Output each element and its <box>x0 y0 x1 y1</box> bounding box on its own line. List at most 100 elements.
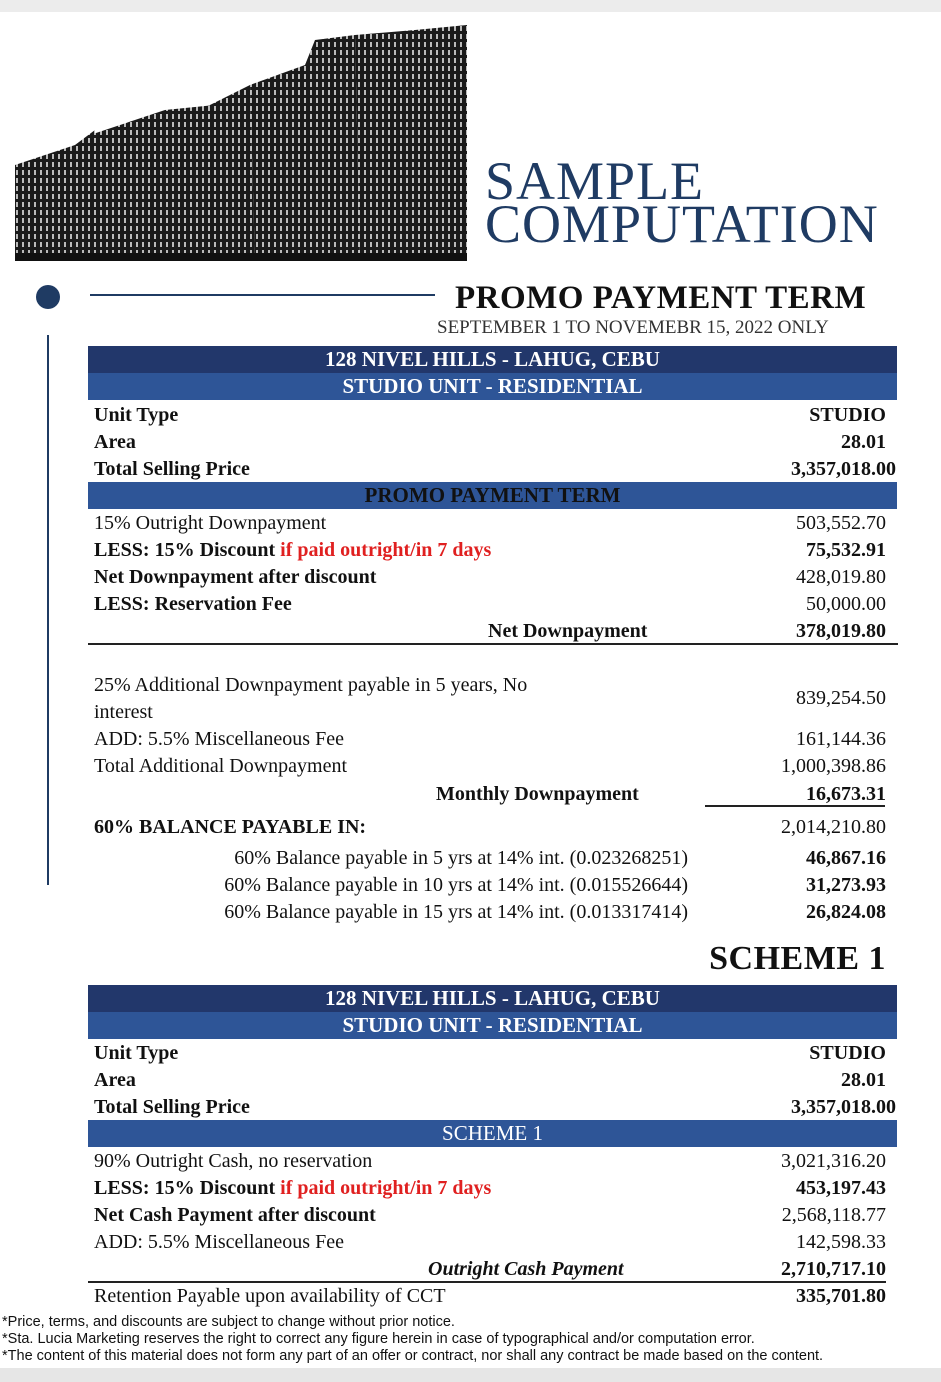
tsp-row: Total Selling Price 3,357,018.00 <box>94 1094 896 1121</box>
label: Net Downpayment after discount <box>94 566 377 588</box>
reservation-row: LESS: Reservation Fee 50,000.00 <box>94 591 894 618</box>
bullet-dot <box>36 285 60 309</box>
value: 50,000.00 <box>806 593 886 615</box>
condition: if paid outright/in 7 days <box>280 539 492 561</box>
value: 335,701.80 <box>796 1285 886 1307</box>
term-row: 60% Balance payable in 15 yrs at 14% int… <box>94 899 894 926</box>
label: 60% Balance payable in 5 yrs at 14% int.… <box>234 847 688 869</box>
unit-bar: STUDIO UNIT - RESIDENTIAL <box>88 373 897 400</box>
scheme-heading: SCHEME 1 <box>709 940 886 977</box>
label: Total Selling Price <box>94 458 250 480</box>
unit-type-row: Unit Type STUDIO <box>94 402 894 429</box>
value: 378,019.80 <box>796 620 886 642</box>
add-dp-value-row: 839,254.50 <box>94 685 894 712</box>
promo-title: PROMO PAYMENT TERM <box>455 280 867 316</box>
balance-row: 60% BALANCE PAYABLE IN: 2,014,210.80 <box>94 814 894 841</box>
title-line-2: COMPUTATION <box>485 194 879 254</box>
value: 3,357,018.00 <box>791 458 896 480</box>
value: 2,014,210.80 <box>781 816 886 838</box>
value: 2,568,118.77 <box>781 1204 886 1226</box>
tsp-row: Total Selling Price 3,357,018.00 <box>94 456 896 483</box>
outright-row: Outright Cash Payment 2,710,717.10 <box>94 1256 894 1283</box>
monthly-row: Monthly Downpayment 16,673.31 <box>94 781 894 808</box>
downpayment-row: 15% Outright Downpayment 503,552.70 <box>94 510 894 537</box>
cash-row: 90% Outright Cash, no reservation 3,021,3… <box>94 1148 894 1175</box>
label: Net Downpayment <box>488 620 648 642</box>
label: LESS: 15% Discount <box>94 539 281 561</box>
label: Total Selling Price <box>94 1096 250 1118</box>
term-row: 60% Balance payable in 10 yrs at 14% int… <box>94 872 894 899</box>
footnote: *Sta. Lucia Marketing reserves the right… <box>2 1331 755 1347</box>
value: 46,867.16 <box>806 847 886 869</box>
misc-row: ADD: 5.5% Miscellaneous Fee 161,144.36 <box>94 726 894 753</box>
discount-row: LESS: 15% Discount if paid outright/in 7… <box>94 1175 894 1202</box>
rule <box>705 805 885 807</box>
value: 428,019.80 <box>796 566 886 588</box>
label: Unit Type <box>94 404 179 426</box>
bottom-band <box>0 1368 941 1382</box>
section-bar: SCHEME 1 <box>88 1120 897 1147</box>
label: LESS: Reservation Fee <box>94 593 292 615</box>
promo-dates: SEPTEMBER 1 TO NOVEMEBR 15, 2022 ONLY <box>437 317 829 338</box>
net-dp-row: Net Downpayment after discount 428,019.80 <box>94 564 894 591</box>
value: 28.01 <box>841 431 886 453</box>
value: 75,532.91 <box>806 539 886 561</box>
misc-row: ADD: 5.5% Miscellaneous Fee 142,598.33 <box>94 1229 894 1256</box>
retention-row: Retention Payable upon availability of C… <box>94 1283 894 1310</box>
add-dp-label-1: 25% Additional Downpayment payable in 5 … <box>94 674 528 696</box>
rule <box>88 643 898 645</box>
value: 453,197.43 <box>796 1177 886 1199</box>
value: 28.01 <box>841 1069 886 1091</box>
condition: if paid outright/in 7 days <box>280 1177 492 1199</box>
label: Area <box>94 431 136 453</box>
value: 3,357,018.00 <box>791 1096 896 1118</box>
label: Outright Cash Payment <box>428 1258 624 1280</box>
value: STUDIO <box>809 1042 886 1064</box>
label: ADD: 5.5% Miscellaneous Fee <box>94 728 344 750</box>
value: 16,673.31 <box>806 783 886 805</box>
title-line-1: SAMPLE <box>485 151 705 211</box>
net-downpayment-row: Net Downpayment 378,019.80 <box>94 618 894 645</box>
value: STUDIO <box>809 404 886 426</box>
value: 142,598.33 <box>796 1231 886 1253</box>
label: 60% Balance payable in 10 yrs at 14% int… <box>224 874 688 896</box>
section-bar: PROMO PAYMENT TERM <box>88 482 897 509</box>
value: 26,824.08 <box>806 901 886 923</box>
label: Net Cash Payment after discount <box>94 1204 376 1226</box>
project-bar: 128 NIVEL HILLS - LAHUG, CEBU <box>88 346 897 373</box>
area-row: Area 28.01 <box>94 429 894 456</box>
vertical-line <box>47 335 49 885</box>
net-cash-row: Net Cash Payment after discount 2,568,118… <box>94 1202 894 1229</box>
label: ADD: 5.5% Miscellaneous Fee <box>94 1231 344 1253</box>
value: 31,273.93 <box>806 874 886 896</box>
value: 839,254.50 <box>796 687 886 709</box>
value: 161,144.36 <box>796 728 886 750</box>
total-add-row: Total Additional Downpayment 1,000,398.86 <box>94 753 894 780</box>
unit-type-row: Unit Type STUDIO <box>94 1040 894 1067</box>
label: Monthly Downpayment <box>436 783 639 805</box>
building-illustration <box>15 25 467 261</box>
label: Area <box>94 1069 136 1091</box>
divider-line <box>90 294 435 296</box>
label: Retention Payable upon availability of C… <box>94 1285 446 1307</box>
label: LESS: 15% Discount <box>94 1177 281 1199</box>
label: 60% Balance payable in 15 yrs at 14% int… <box>224 901 688 923</box>
value: 1,000,398.86 <box>781 755 886 777</box>
label: 90% Outright Cash, no reservation <box>94 1150 373 1172</box>
project-bar: 128 NIVEL HILLS - LAHUG, CEBU <box>88 985 897 1012</box>
discount-row: LESS: 15% Discount if paid outright/in 7… <box>94 537 894 564</box>
footnote: *The content of this material does not f… <box>2 1348 824 1364</box>
area-row: Area 28.01 <box>94 1067 894 1094</box>
top-band <box>0 0 941 12</box>
value: 503,552.70 <box>796 512 886 534</box>
footnote: *Price, terms, and discounts are subject… <box>2 1314 455 1330</box>
label: Unit Type <box>94 1042 179 1064</box>
value: 2,710,717.10 <box>781 1258 886 1280</box>
value: 3,021,316.20 <box>781 1150 886 1172</box>
label: Total Additional Downpayment <box>94 755 348 777</box>
add-dp-label-2: interest <box>94 701 153 723</box>
label: 60% BALANCE PAYABLE IN: <box>94 816 367 838</box>
rule <box>88 1281 886 1283</box>
term-row: 60% Balance payable in 5 yrs at 14% int.… <box>94 845 894 872</box>
label: 15% Outright Downpayment <box>94 512 327 534</box>
